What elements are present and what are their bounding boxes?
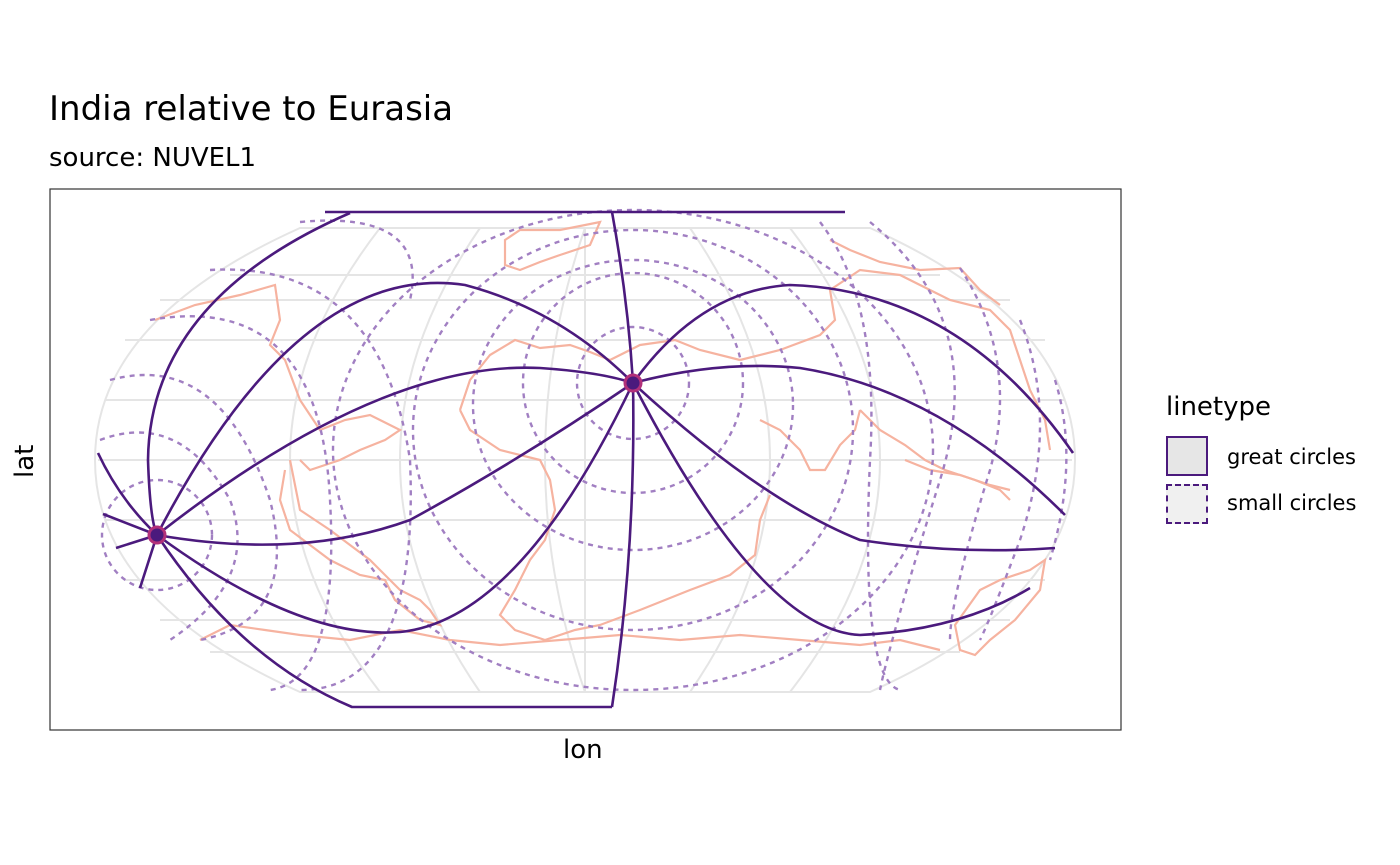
legend-key-small-circles bbox=[1166, 484, 1208, 524]
coastline-greenland bbox=[503, 220, 602, 272]
panel-border bbox=[49, 188, 1122, 731]
small-circle bbox=[978, 319, 1042, 641]
great-circle bbox=[138, 211, 351, 589]
coastline-southeast-asia bbox=[859, 409, 1011, 501]
small-circle bbox=[471, 258, 795, 552]
coastlines bbox=[154, 220, 1052, 657]
coastline-asia bbox=[739, 268, 1052, 451]
euler-poles bbox=[147, 373, 643, 545]
great-circle bbox=[155, 534, 612, 709]
small-circle bbox=[1048, 379, 1068, 561]
great-circle bbox=[631, 382, 1031, 637]
coastline-australia bbox=[953, 557, 1047, 657]
small-circle bbox=[109, 373, 278, 642]
small-circles bbox=[99, 208, 1068, 692]
coastline-europe bbox=[458, 338, 741, 411]
small-circle bbox=[411, 228, 855, 632]
great-circle bbox=[632, 364, 1066, 516]
great-circles bbox=[96, 210, 1075, 709]
great-circle bbox=[631, 283, 1075, 454]
small-circle bbox=[331, 208, 935, 692]
small-circle bbox=[100, 478, 214, 592]
globe-outline bbox=[93, 227, 1077, 693]
coastline-east-asia-edge bbox=[829, 239, 1001, 306]
x-axis-label: lon bbox=[563, 735, 603, 765]
chart-title: India relative to Eurasia bbox=[49, 89, 454, 129]
coastline-north-america bbox=[154, 283, 403, 472]
small-circle bbox=[869, 221, 956, 691]
small-circle bbox=[948, 267, 1002, 641]
legend-label-great-circles: great circles bbox=[1227, 445, 1356, 469]
small-circle bbox=[575, 325, 691, 441]
great-circle bbox=[610, 211, 635, 708]
great-circle bbox=[632, 382, 1056, 552]
great-circle bbox=[156, 381, 634, 546]
coastline-indonesia bbox=[904, 458, 1011, 492]
great-circle bbox=[156, 366, 634, 537]
great-circle bbox=[156, 382, 635, 634]
graticule bbox=[93, 227, 1077, 693]
great-circle bbox=[155, 281, 634, 536]
euler-pole-marker bbox=[623, 373, 643, 393]
legend-key-great-circles bbox=[1166, 436, 1208, 476]
y-axis-label: lat bbox=[10, 444, 40, 478]
legend-label-small-circles: small circles bbox=[1227, 491, 1357, 515]
legend-title: linetype bbox=[1166, 392, 1272, 422]
small-circle bbox=[209, 268, 412, 692]
coastline-africa bbox=[459, 409, 772, 642]
coastline-antarctica bbox=[199, 623, 941, 652]
great-circle bbox=[96, 452, 158, 536]
small-circle bbox=[819, 221, 901, 692]
chart-subtitle: source: NUVEL1 bbox=[49, 143, 257, 173]
euler-pole-marker bbox=[147, 525, 167, 545]
